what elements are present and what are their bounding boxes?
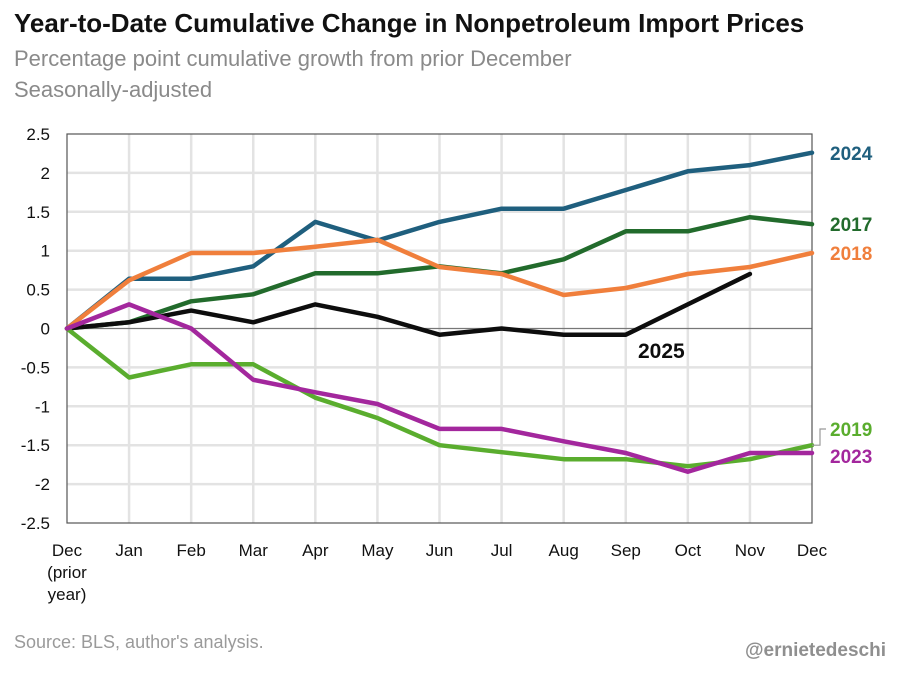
series-lines: [64, 150, 815, 474]
series-line-2023: [64, 302, 815, 474]
y-tick-label: 2: [41, 164, 50, 183]
chart-subtitle-line1: Percentage point cumulative growth from …: [14, 46, 572, 71]
x-tick-label: Jan: [115, 541, 142, 560]
series-label-2017: 2017: [830, 215, 872, 236]
series-label-2023: 2023: [830, 447, 872, 468]
x-tick-label: Oct: [675, 541, 702, 560]
series-label-2018: 2018: [830, 244, 872, 265]
x-tick-label: Mar: [239, 541, 269, 560]
grid-lines: [66, 133, 813, 524]
series-line-2024: [64, 150, 815, 331]
source-note: Source: BLS, author's analysis.: [14, 632, 264, 652]
x-tick-label: Sep: [611, 541, 641, 560]
x-tick-label: (prior: [47, 563, 87, 582]
x-tick-label: Nov: [735, 541, 766, 560]
y-tick-label: 2.5: [26, 125, 50, 144]
x-tick-label: Dec: [797, 541, 828, 560]
x-tick-label: May: [361, 541, 394, 560]
series-line-2019: [64, 326, 815, 469]
author-handle: @ernietedeschi: [744, 640, 886, 661]
y-tick-label: 1.5: [26, 203, 50, 222]
label-connector-2019: [812, 428, 826, 446]
x-axis: Dec (prior year) Jan Feb Mar Apr May Jun Jul Aug Se…: [47, 541, 827, 604]
y-tick-label: 0.5: [26, 281, 50, 300]
series-label-2024: 2024: [830, 144, 873, 165]
series-line-2018: [64, 237, 815, 331]
y-tick-label: -1: [35, 397, 50, 416]
series-labels: 2024 2017 2018 2025 2019 2023: [638, 144, 873, 468]
chart-subtitle-line2: Seasonally-adjusted: [14, 77, 213, 102]
y-tick-label: -1.5: [21, 436, 50, 455]
y-tick-label: -2.5: [21, 514, 50, 533]
series-label-2019: 2019: [830, 420, 872, 441]
y-tick-label: 1: [41, 242, 50, 261]
x-tick-label: Jul: [491, 541, 513, 560]
x-tick-label: Jun: [426, 541, 453, 560]
series-line-2025: [64, 271, 753, 337]
chart-title: Year-to-Date Cumulative Change in Nonpet…: [14, 8, 805, 38]
series-label-2025: 2025: [638, 340, 685, 363]
y-axis: 2.5 2 1.5 1 0.5 0 -0.5 -1 -1.5 -2 -2.5: [21, 125, 50, 533]
x-tick-label: year): [48, 585, 87, 604]
y-tick-label: -0.5: [21, 358, 50, 377]
x-tick-label: Apr: [302, 541, 329, 560]
x-tick-label: Dec: [52, 541, 83, 560]
x-tick-label: Feb: [177, 541, 206, 560]
y-tick-label: -2: [35, 475, 50, 494]
y-tick-label: 0: [41, 320, 50, 339]
x-tick-label: Aug: [549, 541, 579, 560]
